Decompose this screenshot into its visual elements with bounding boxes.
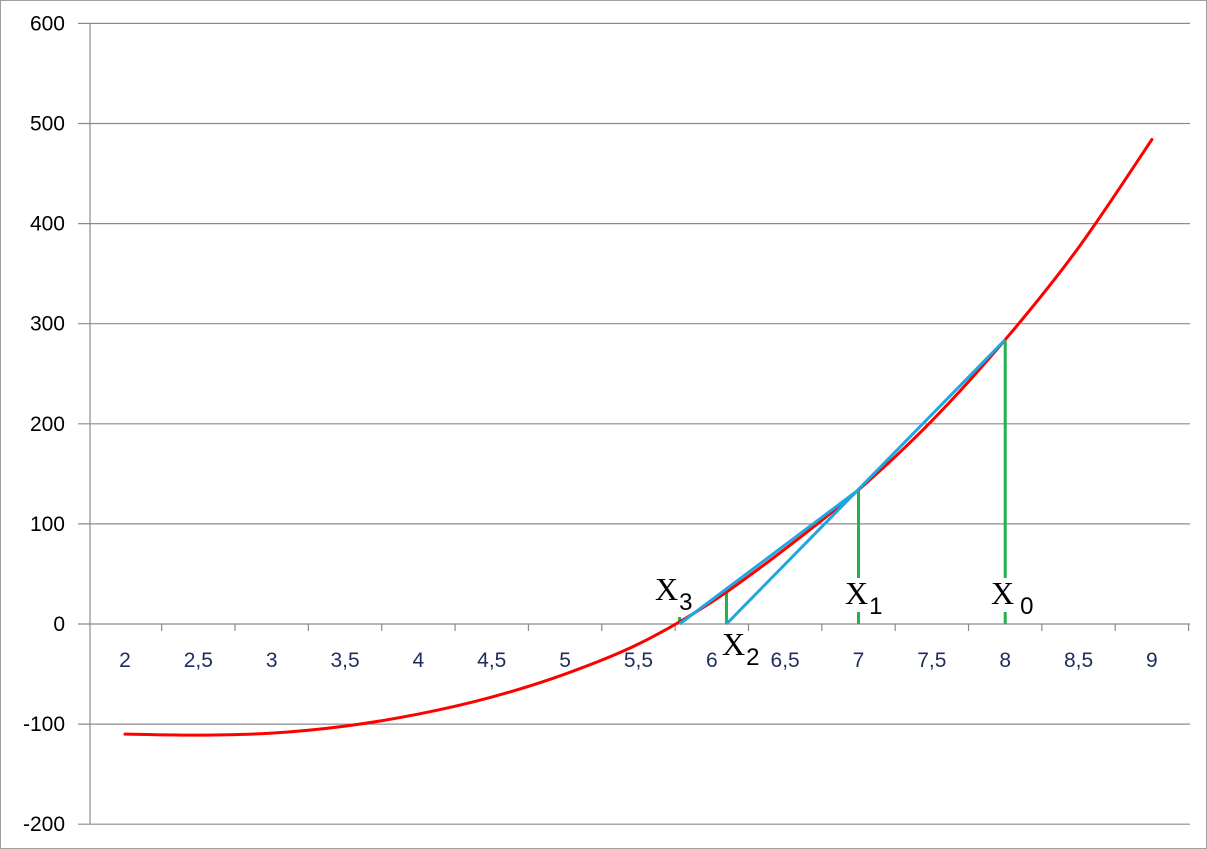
iterate-label: X3 [655, 571, 692, 616]
x-tick-label: 9 [1146, 649, 1158, 672]
y-tick-label: 100 [30, 513, 65, 536]
y-tick-label: 400 [30, 213, 65, 236]
secant-line [725, 338, 1007, 626]
x-tick-label: 8 [999, 649, 1011, 672]
iterate-label-main: X [991, 575, 1014, 611]
y-tick-label: 600 [30, 12, 65, 35]
y-tick-label: 0 [53, 613, 65, 636]
iterate-label: X2 [722, 626, 759, 671]
y-tick-label: -100 [23, 713, 65, 736]
x-tick-label: 3 [266, 649, 278, 672]
iterate-label-subscript: 0 [1020, 593, 1033, 620]
iterate-label-main: X [722, 626, 745, 662]
iterate-label-main: X [845, 575, 868, 611]
x-tick-label: 2 [119, 649, 131, 672]
y-tick-label: -200 [23, 813, 65, 836]
x-tick-label: 5 [559, 649, 571, 672]
iterate-label-main: X [655, 571, 678, 607]
x-tick-label: 8,5 [1064, 649, 1093, 672]
iterate-label-subscript: 2 [746, 644, 759, 671]
x-tick-label: 4 [413, 649, 425, 672]
iterate-label-subscript: 1 [869, 593, 882, 620]
secant-line [678, 488, 860, 626]
y-tick-label: 500 [30, 113, 65, 136]
x-tick-label: 5,5 [624, 649, 653, 672]
iterate-label: X1 [845, 575, 882, 620]
x-tick-label: 4,5 [477, 649, 506, 672]
y-tick-label: 200 [30, 413, 65, 436]
x-tick-label: 3,5 [330, 649, 359, 672]
y-tick-label: 300 [30, 313, 65, 336]
x-tick-label: 7,5 [917, 649, 946, 672]
x-tick-label: 7 [853, 649, 865, 672]
x-tick-label: 2,5 [184, 649, 213, 672]
x-tick-label: 6,5 [771, 649, 800, 672]
iterate-label-subscript: 3 [679, 589, 692, 616]
x-tick-label: 6 [706, 649, 718, 672]
